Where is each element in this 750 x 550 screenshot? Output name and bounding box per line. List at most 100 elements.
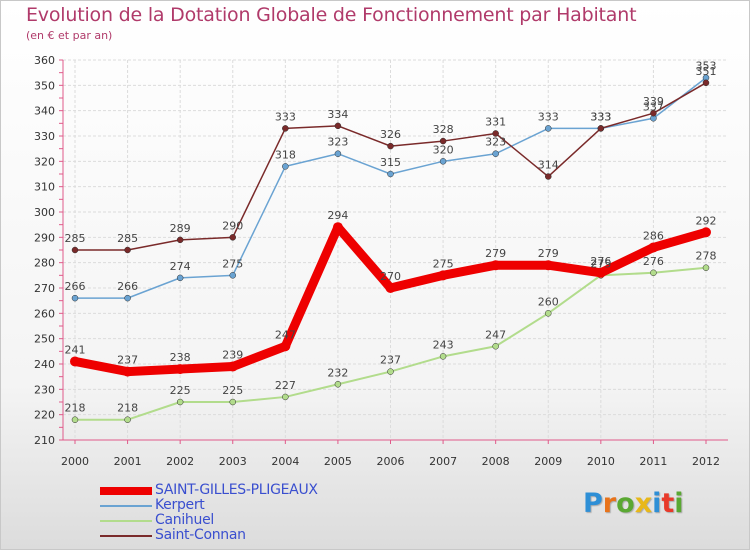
data-label-canihuel: 275 (590, 257, 611, 270)
data-point-canihuel (282, 393, 289, 401)
y-tick-label: 250 (34, 333, 55, 346)
data-label-saint-gilles-pligeaux: 292 (696, 214, 717, 227)
data-label-kerpert: 320 (433, 143, 454, 156)
data-label-saint-connan: 314 (538, 159, 559, 172)
x-tick-label: 2011 (639, 455, 667, 468)
y-tick-label: 350 (34, 79, 55, 92)
data-label-saint-gilles-pligeaux: 247 (275, 328, 296, 341)
legend-swatch (100, 487, 152, 495)
data-point-saint-gilles-pligeaux (490, 260, 501, 271)
data-label-canihuel: 225 (222, 384, 243, 397)
line-chart: 210 220 230 240 250 260 270 280 290 300 310 320 330 3… (34, 54, 728, 468)
data-label-kerpert: 315 (380, 156, 401, 169)
logo-letter: t (661, 488, 675, 519)
x-tick-label: 2010 (587, 455, 615, 468)
data-label-saint-connan: 326 (380, 128, 401, 141)
y-tick-label: 330 (34, 130, 55, 143)
data-label-canihuel: 260 (538, 295, 559, 308)
data-point-saint-connan (492, 130, 499, 137)
data-label-saint-gilles-pligeaux: 237 (117, 354, 138, 367)
data-label-canihuel: 276 (643, 255, 664, 268)
data-label-saint-gilles-pligeaux: 279 (485, 247, 506, 260)
proxiti-logo: Proxiti (583, 488, 684, 519)
x-tick-label: 2012 (692, 455, 720, 468)
data-point-kerpert (176, 274, 184, 282)
data-point-kerpert (439, 158, 447, 165)
data-point-canihuel (492, 343, 499, 350)
data-point-saint-gilles-pligeaux (701, 227, 711, 238)
data-point-saint-gilles-pligeaux (175, 364, 186, 375)
data-point-saint-connan (176, 236, 184, 244)
data-point-kerpert (387, 170, 394, 178)
data-label-kerpert: 333 (590, 110, 611, 123)
y-tick-label: 220 (34, 409, 55, 422)
legend-swatch (100, 535, 152, 537)
y-tick-label: 310 (34, 181, 55, 194)
data-label-canihuel: 247 (485, 328, 506, 341)
series-lines (70, 74, 711, 423)
data-label-saint-connan: 290 (222, 219, 243, 232)
data-point-canihuel (702, 264, 710, 271)
data-label-saint-connan: 351 (696, 65, 717, 78)
logo-letter: o (616, 488, 635, 519)
data-point-canihuel (545, 310, 552, 317)
y-tick-label: 210 (34, 434, 55, 447)
x-tick-label: 2001 (114, 455, 142, 468)
data-point-canihuel (71, 416, 79, 423)
data-point-saint-gilles-pligeaux (543, 260, 554, 271)
data-label-canihuel: 243 (433, 338, 454, 351)
data-label-kerpert: 337 (643, 100, 664, 113)
data-point-kerpert (282, 163, 289, 170)
data-label-saint-connan: 285 (117, 232, 138, 245)
legend-swatch (100, 520, 152, 522)
y-tick-label: 230 (34, 383, 55, 396)
data-point-saint-connan (702, 79, 710, 87)
data-label-saint-gilles-pligeaux: 294 (327, 209, 348, 222)
legend-label: SAINT-GILLES-PLIGEAUX (155, 482, 318, 498)
data-label-saint-connan: 333 (590, 110, 611, 123)
data-label-kerpert: 266 (65, 280, 86, 293)
legend-label: Canihuel (155, 512, 214, 528)
y-tick-label: 240 (34, 358, 55, 371)
data-label-saint-gilles-pligeaux: 238 (170, 351, 191, 364)
logo-letter: i (652, 488, 662, 519)
data-point-saint-gilles-pligeaux (595, 267, 606, 278)
x-tick-label: 2005 (324, 455, 352, 468)
data-label-saint-gilles-pligeaux: 276 (590, 255, 611, 268)
data-point-canihuel (650, 269, 657, 277)
data-point-canihuel (334, 381, 342, 388)
data-point-saint-connan (439, 137, 447, 145)
data-point-saint-gilles-pligeaux (385, 283, 396, 293)
data-label-saint-connan: 339 (643, 95, 664, 108)
data-label-kerpert: 323 (327, 136, 348, 149)
data-label-saint-gilles-pligeaux: 286 (643, 229, 664, 242)
chart-title: Evolution de la Dotation Globale de Fonc… (26, 4, 637, 26)
data-label-saint-gilles-pligeaux: 241 (65, 343, 86, 356)
data-label-kerpert: 353 (696, 60, 717, 73)
data-point-kerpert (334, 150, 342, 157)
series-line-saint-gilles-pligeaux (70, 222, 711, 377)
data-point-saint-connan (124, 246, 131, 254)
data-point-saint-connan (545, 173, 552, 180)
data-point-kerpert (71, 294, 79, 302)
data-label-saint-connan: 328 (433, 123, 454, 136)
data-point-saint-connan (597, 125, 605, 132)
logo-letter: P (583, 488, 603, 519)
logo-letter: r (602, 488, 617, 519)
y-tick-label: 290 (34, 231, 55, 244)
data-label-saint-connan: 289 (170, 222, 191, 235)
data-label-kerpert: 274 (170, 260, 191, 273)
axes: 210 220 230 240 250 260 270 280 290 300 310 320 330 3… (34, 54, 728, 468)
x-tick-label: 2008 (482, 455, 510, 468)
data-point-saint-gilles-pligeaux (227, 361, 238, 372)
data-point-saint-gilles-pligeaux (438, 270, 449, 281)
data-point-kerpert (124, 294, 131, 302)
data-label-kerpert: 275 (222, 257, 243, 270)
data-point-canihuel (176, 398, 184, 406)
data-point-kerpert (492, 150, 499, 157)
legend-label: Saint-Connan (155, 527, 246, 543)
x-tick-label: 2006 (377, 455, 405, 468)
logo-letter: i (674, 488, 684, 519)
x-tick-label: 2002 (166, 455, 194, 468)
